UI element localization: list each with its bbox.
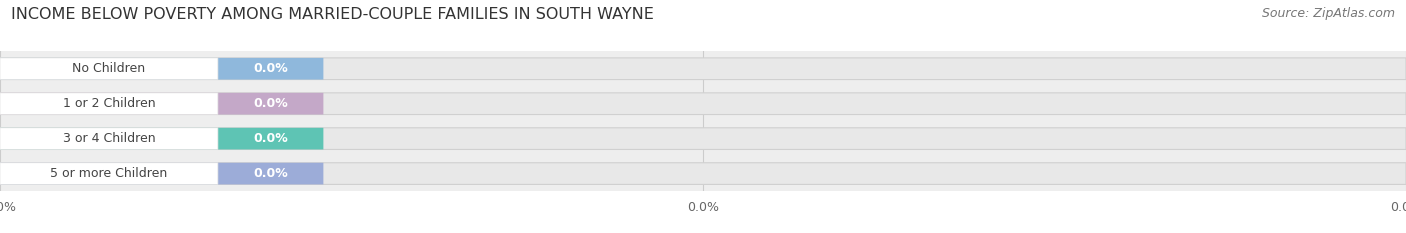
Text: 0.0%: 0.0%: [253, 62, 288, 75]
FancyBboxPatch shape: [0, 163, 323, 185]
Text: 5 or more Children: 5 or more Children: [51, 167, 167, 180]
FancyBboxPatch shape: [0, 128, 218, 150]
Text: 1 or 2 Children: 1 or 2 Children: [63, 97, 155, 110]
FancyBboxPatch shape: [0, 93, 323, 115]
FancyBboxPatch shape: [0, 93, 1406, 115]
FancyBboxPatch shape: [0, 128, 1406, 150]
FancyBboxPatch shape: [0, 163, 218, 185]
FancyBboxPatch shape: [0, 93, 218, 115]
Text: Source: ZipAtlas.com: Source: ZipAtlas.com: [1261, 7, 1395, 20]
FancyBboxPatch shape: [0, 128, 323, 150]
Text: INCOME BELOW POVERTY AMONG MARRIED-COUPLE FAMILIES IN SOUTH WAYNE: INCOME BELOW POVERTY AMONG MARRIED-COUPL…: [11, 7, 654, 22]
FancyBboxPatch shape: [0, 58, 218, 80]
FancyBboxPatch shape: [0, 58, 1406, 80]
Text: 3 or 4 Children: 3 or 4 Children: [63, 132, 155, 145]
FancyBboxPatch shape: [0, 163, 1406, 185]
FancyBboxPatch shape: [0, 58, 323, 80]
Text: 0.0%: 0.0%: [253, 132, 288, 145]
Text: No Children: No Children: [72, 62, 146, 75]
Text: 0.0%: 0.0%: [253, 97, 288, 110]
Text: 0.0%: 0.0%: [253, 167, 288, 180]
